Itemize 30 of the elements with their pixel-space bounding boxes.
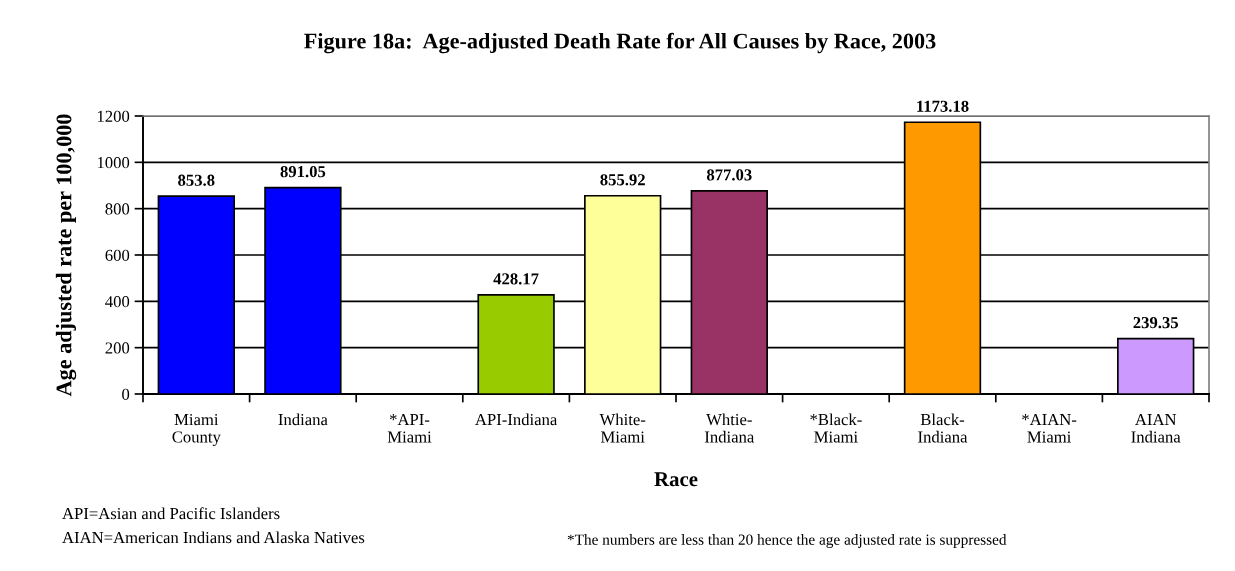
x-tick-label: *Black- Miami (810, 413, 862, 443)
data-label: 877.03 (706, 169, 752, 181)
y-tick-label: 800 (105, 203, 130, 215)
x-tick-label: API-Indiana (475, 413, 558, 426)
x-tick-label: *API- Miami (387, 414, 432, 443)
x-axis-title: Race (654, 472, 698, 487)
y-tick-label: 0 (122, 388, 130, 400)
text: *The numbers are less than 20 hence the age adjusted rate is suppressed (567, 534, 1007, 548)
data-label: 1173.18 (917, 100, 969, 112)
y-tick-label: 1200 (97, 110, 130, 122)
y-tick-label: 400 (105, 296, 130, 308)
y-tick-label: 200 (105, 342, 130, 354)
y-tick-label: 600 (105, 249, 130, 261)
y-axis-title: Age adjusted rate per 100,000 (55, 114, 77, 397)
data-label: 891.05 (280, 165, 326, 178)
x-tick-label: Whtie- Indiana (704, 413, 755, 443)
x-tick-label: *AIAN- Miami (1022, 414, 1077, 443)
text: AIAN=American Indians and Alaska Natives (62, 531, 365, 544)
x-tick-label: Miami County (172, 413, 221, 447)
data-label: 855.92 (600, 174, 645, 186)
x-tick-label: White- Miami (599, 413, 646, 443)
data-label: 428.17 (493, 273, 539, 285)
data-label: 239.35 (1133, 317, 1179, 329)
x-tick-label: AIAN Indiana (1131, 414, 1181, 443)
chart-title: Figure 18a: Age-adjusted Death Rate for All Causes by Race, 2003 (304, 32, 936, 54)
y-tick-label: 1000 (97, 157, 130, 169)
x-tick-label: Black- Indiana (918, 413, 968, 443)
text: API=Asian and Pacific Islanders (62, 507, 280, 520)
data-label: 853.8 (178, 174, 215, 186)
x-tick-label: Indiana (278, 413, 328, 426)
